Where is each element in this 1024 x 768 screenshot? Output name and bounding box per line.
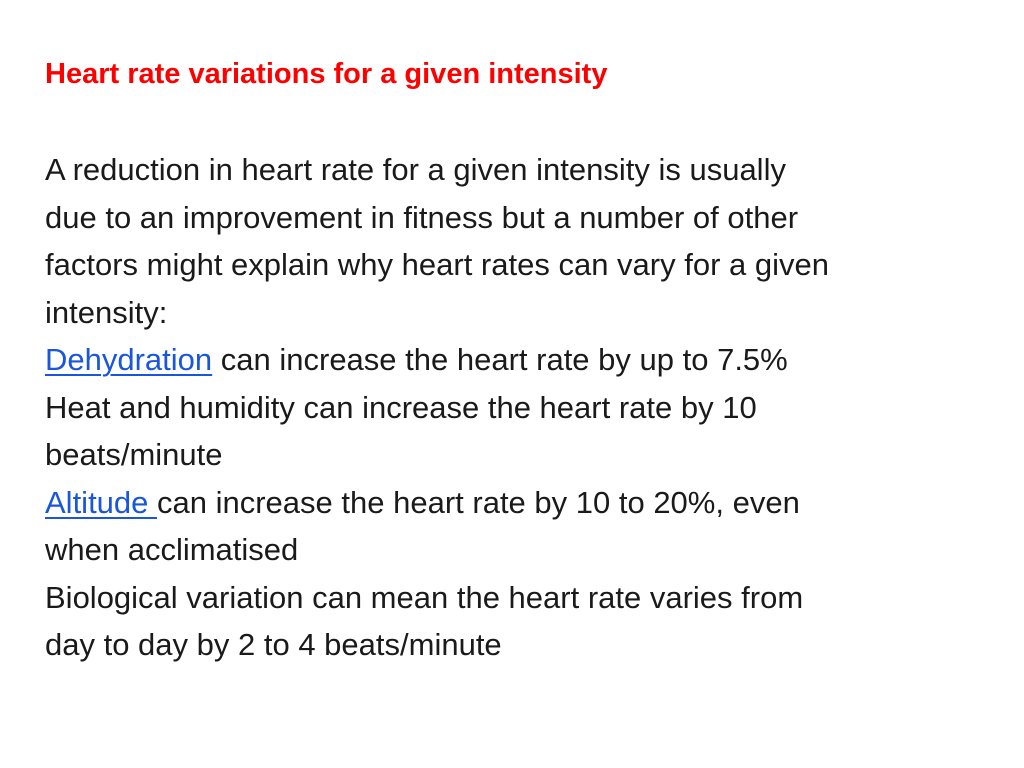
- altitude-text: can increase the heart rate by 10 to 20%…: [157, 484, 800, 520]
- heat-line-1: Heat and humidity can increase the heart…: [45, 389, 757, 425]
- altitude-line-2: when acclimatised: [45, 532, 299, 567]
- biological-line-1: Biological variation can mean the heart …: [45, 579, 804, 615]
- dehydration-link[interactable]: Dehydration: [45, 342, 213, 377]
- dehydration-text: can increase the heart rate by up to 7.5…: [212, 342, 788, 377]
- intro-line-3: factors might explain why heart rates ca…: [45, 247, 829, 282]
- altitude-line: Altitude can increase the heart rate by …: [45, 479, 995, 527]
- altitude-link[interactable]: Altitude: [45, 484, 158, 520]
- intro-line-2: due to an improvement in fitness but a n…: [45, 199, 799, 235]
- dehydration-line: Dehydration can increase the heart rate …: [45, 336, 995, 384]
- biological-line-2: day to day by 2 to 4 beats/minute: [45, 627, 502, 662]
- intro-line-1: A reduction in heart rate for a given in…: [45, 152, 786, 187]
- slide-title: Heart rate variations for a given intens…: [45, 58, 608, 90]
- heat-line-2: beats/minute: [45, 437, 223, 472]
- slide-body: A reduction in heart rate for a given in…: [45, 146, 995, 669]
- intro-line-4: intensity:: [45, 294, 168, 330]
